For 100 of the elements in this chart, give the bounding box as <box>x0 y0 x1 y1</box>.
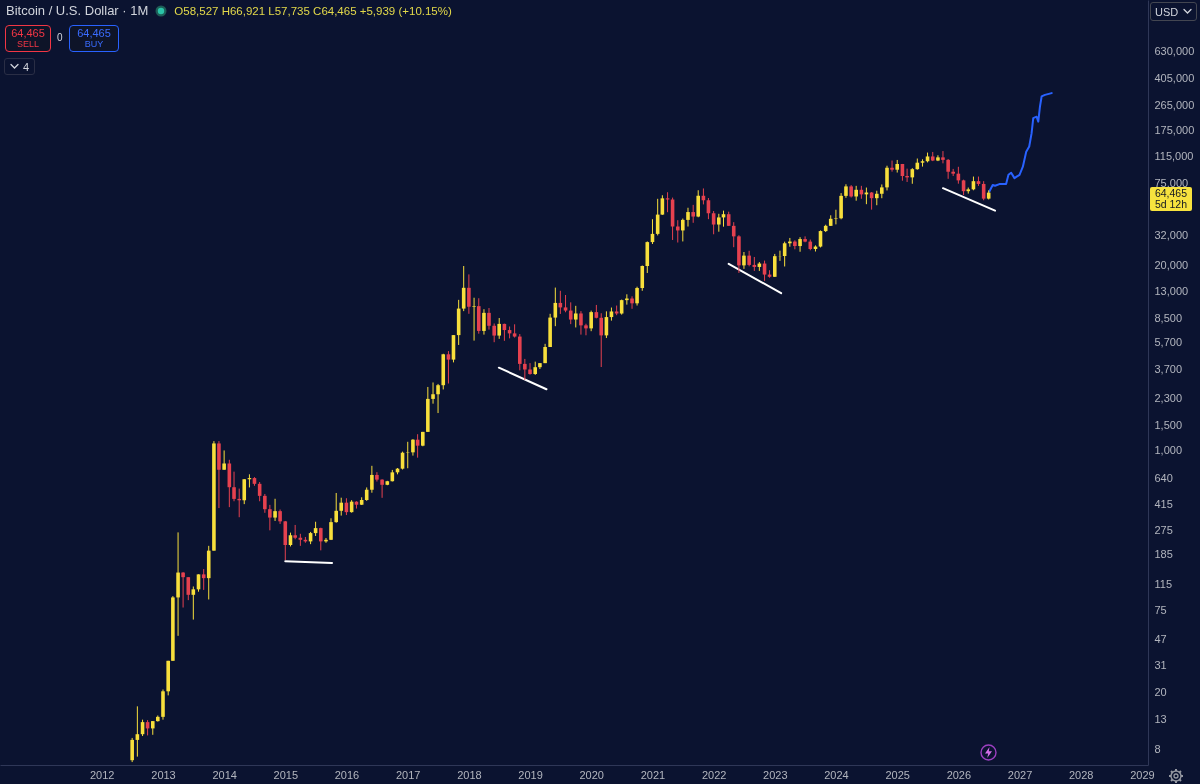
candlestick <box>232 471 236 502</box>
candlestick <box>476 297 481 335</box>
candlestick <box>737 234 741 274</box>
candlestick <box>645 240 650 274</box>
annotation: 64,465 <box>11 27 45 40</box>
candlestick <box>436 383 440 414</box>
candlestick <box>482 308 486 336</box>
candlestick <box>497 317 501 340</box>
candlestick <box>456 299 461 346</box>
y-tick-label: 175,000 <box>1154 124 1195 137</box>
annotation: O58,527 H66,921 L57,735 C64,465 +5,939 (+10.15%) <box>174 4 452 17</box>
y-tick-label: 20 <box>1154 686 1167 699</box>
y-tick-label: 1,500 <box>1154 418 1183 431</box>
annotation: 0 <box>57 32 63 43</box>
y-tick-label: 405,000 <box>1154 72 1195 85</box>
candlestick <box>461 265 466 312</box>
y-tick-label: 185 <box>1154 548 1173 561</box>
candlestick <box>523 358 527 381</box>
candlestick <box>640 265 645 292</box>
candlestick <box>370 465 374 494</box>
candlestick <box>472 297 476 342</box>
candlestick <box>655 198 660 236</box>
y-tick-label: 1,000 <box>1154 443 1183 456</box>
candlestick <box>181 571 185 609</box>
candlestick <box>166 660 170 696</box>
y-tick-label: 5,700 <box>1154 336 1183 349</box>
y-tick-label: 265,000 <box>1154 98 1195 111</box>
candlestick <box>329 517 333 541</box>
y-tick-label: 115 <box>1154 577 1173 590</box>
y-tick-label: 2,300 <box>1154 392 1183 405</box>
y-tick-label: 275 <box>1154 523 1173 536</box>
x-tick-label: 2013 <box>151 768 176 781</box>
candlestick <box>222 449 226 471</box>
candlestick <box>446 350 451 385</box>
candlestick <box>492 323 496 343</box>
x-tick-label: 2014 <box>212 768 237 781</box>
candlestick <box>375 471 379 483</box>
price-tag: 64,465 5d 12h <box>1150 187 1192 211</box>
candlestick <box>380 478 384 499</box>
x-tick-label: 2022 <box>701 768 727 781</box>
x-tick-label: 2024 <box>824 768 849 781</box>
y-tick-label: 20,000 <box>1154 258 1189 271</box>
y-tick-label: 3,700 <box>1154 362 1183 375</box>
y-tick-label: 8 <box>1154 742 1161 755</box>
x-tick-label: 2016 <box>334 768 360 781</box>
y-tick-label: 32,000 <box>1154 229 1189 242</box>
x-tick-label: 2027 <box>1007 768 1033 781</box>
y-tick-label: 75 <box>1154 604 1167 617</box>
candlestick <box>431 381 435 405</box>
candlestick <box>670 197 675 241</box>
y-tick-label: 75,000 <box>1154 176 1189 189</box>
y-tick-label: 31 <box>1154 658 1167 671</box>
candlestick <box>201 568 206 591</box>
candlestick <box>665 191 670 213</box>
candlestick <box>467 273 471 315</box>
candlestick <box>191 585 196 621</box>
annotation: 64,465 <box>77 27 111 40</box>
currency-dropdown: USD <box>1150 2 1197 21</box>
candlestick <box>834 209 838 225</box>
candlestick <box>319 527 323 551</box>
candlestick <box>798 236 802 253</box>
x-tick-label: 2025 <box>885 768 910 781</box>
x-tick-label: 2029 <box>1130 768 1155 781</box>
x-tick-label: 2017 <box>396 768 421 781</box>
y-tick-label: 115,000 <box>1154 150 1194 163</box>
candlestick <box>946 158 950 180</box>
candlestick <box>885 165 889 191</box>
candlestick <box>696 189 701 218</box>
candlestick <box>227 459 232 508</box>
candlestick <box>206 545 211 600</box>
candlestick <box>579 310 583 336</box>
x-tick-label: 2021 <box>640 768 666 781</box>
candlestick <box>599 312 604 368</box>
candlestick <box>518 333 522 371</box>
x-tick-label: 2028 <box>1068 768 1094 781</box>
candlestick <box>742 251 746 270</box>
y-tick-label: 47 <box>1154 633 1167 646</box>
candlestick <box>130 737 134 763</box>
candlestick <box>772 253 777 278</box>
candlestick <box>161 689 165 721</box>
candlestick <box>283 520 288 561</box>
candlestick <box>568 301 573 325</box>
x-tick-label: 2019 <box>518 768 543 781</box>
y-tick-label: 13,000 <box>1154 285 1189 298</box>
candlestick <box>212 440 216 552</box>
candlestick <box>451 334 456 363</box>
y-tick-label: 8,500 <box>1154 311 1183 324</box>
line-series <box>988 92 1053 193</box>
candlestick <box>890 160 894 173</box>
candlestick <box>731 221 736 248</box>
candlestick <box>573 305 578 328</box>
candlestick <box>589 310 593 332</box>
candlestick <box>793 239 797 250</box>
y-tick-label: 640 <box>1154 471 1173 484</box>
candlestick <box>263 493 267 514</box>
candlestick <box>186 576 191 601</box>
x-tick-label: 2026 <box>946 768 972 781</box>
dropdown-button: 4 <box>4 58 36 75</box>
annotation: 4 <box>23 60 30 73</box>
y-tick-label: 13 <box>1154 712 1167 725</box>
